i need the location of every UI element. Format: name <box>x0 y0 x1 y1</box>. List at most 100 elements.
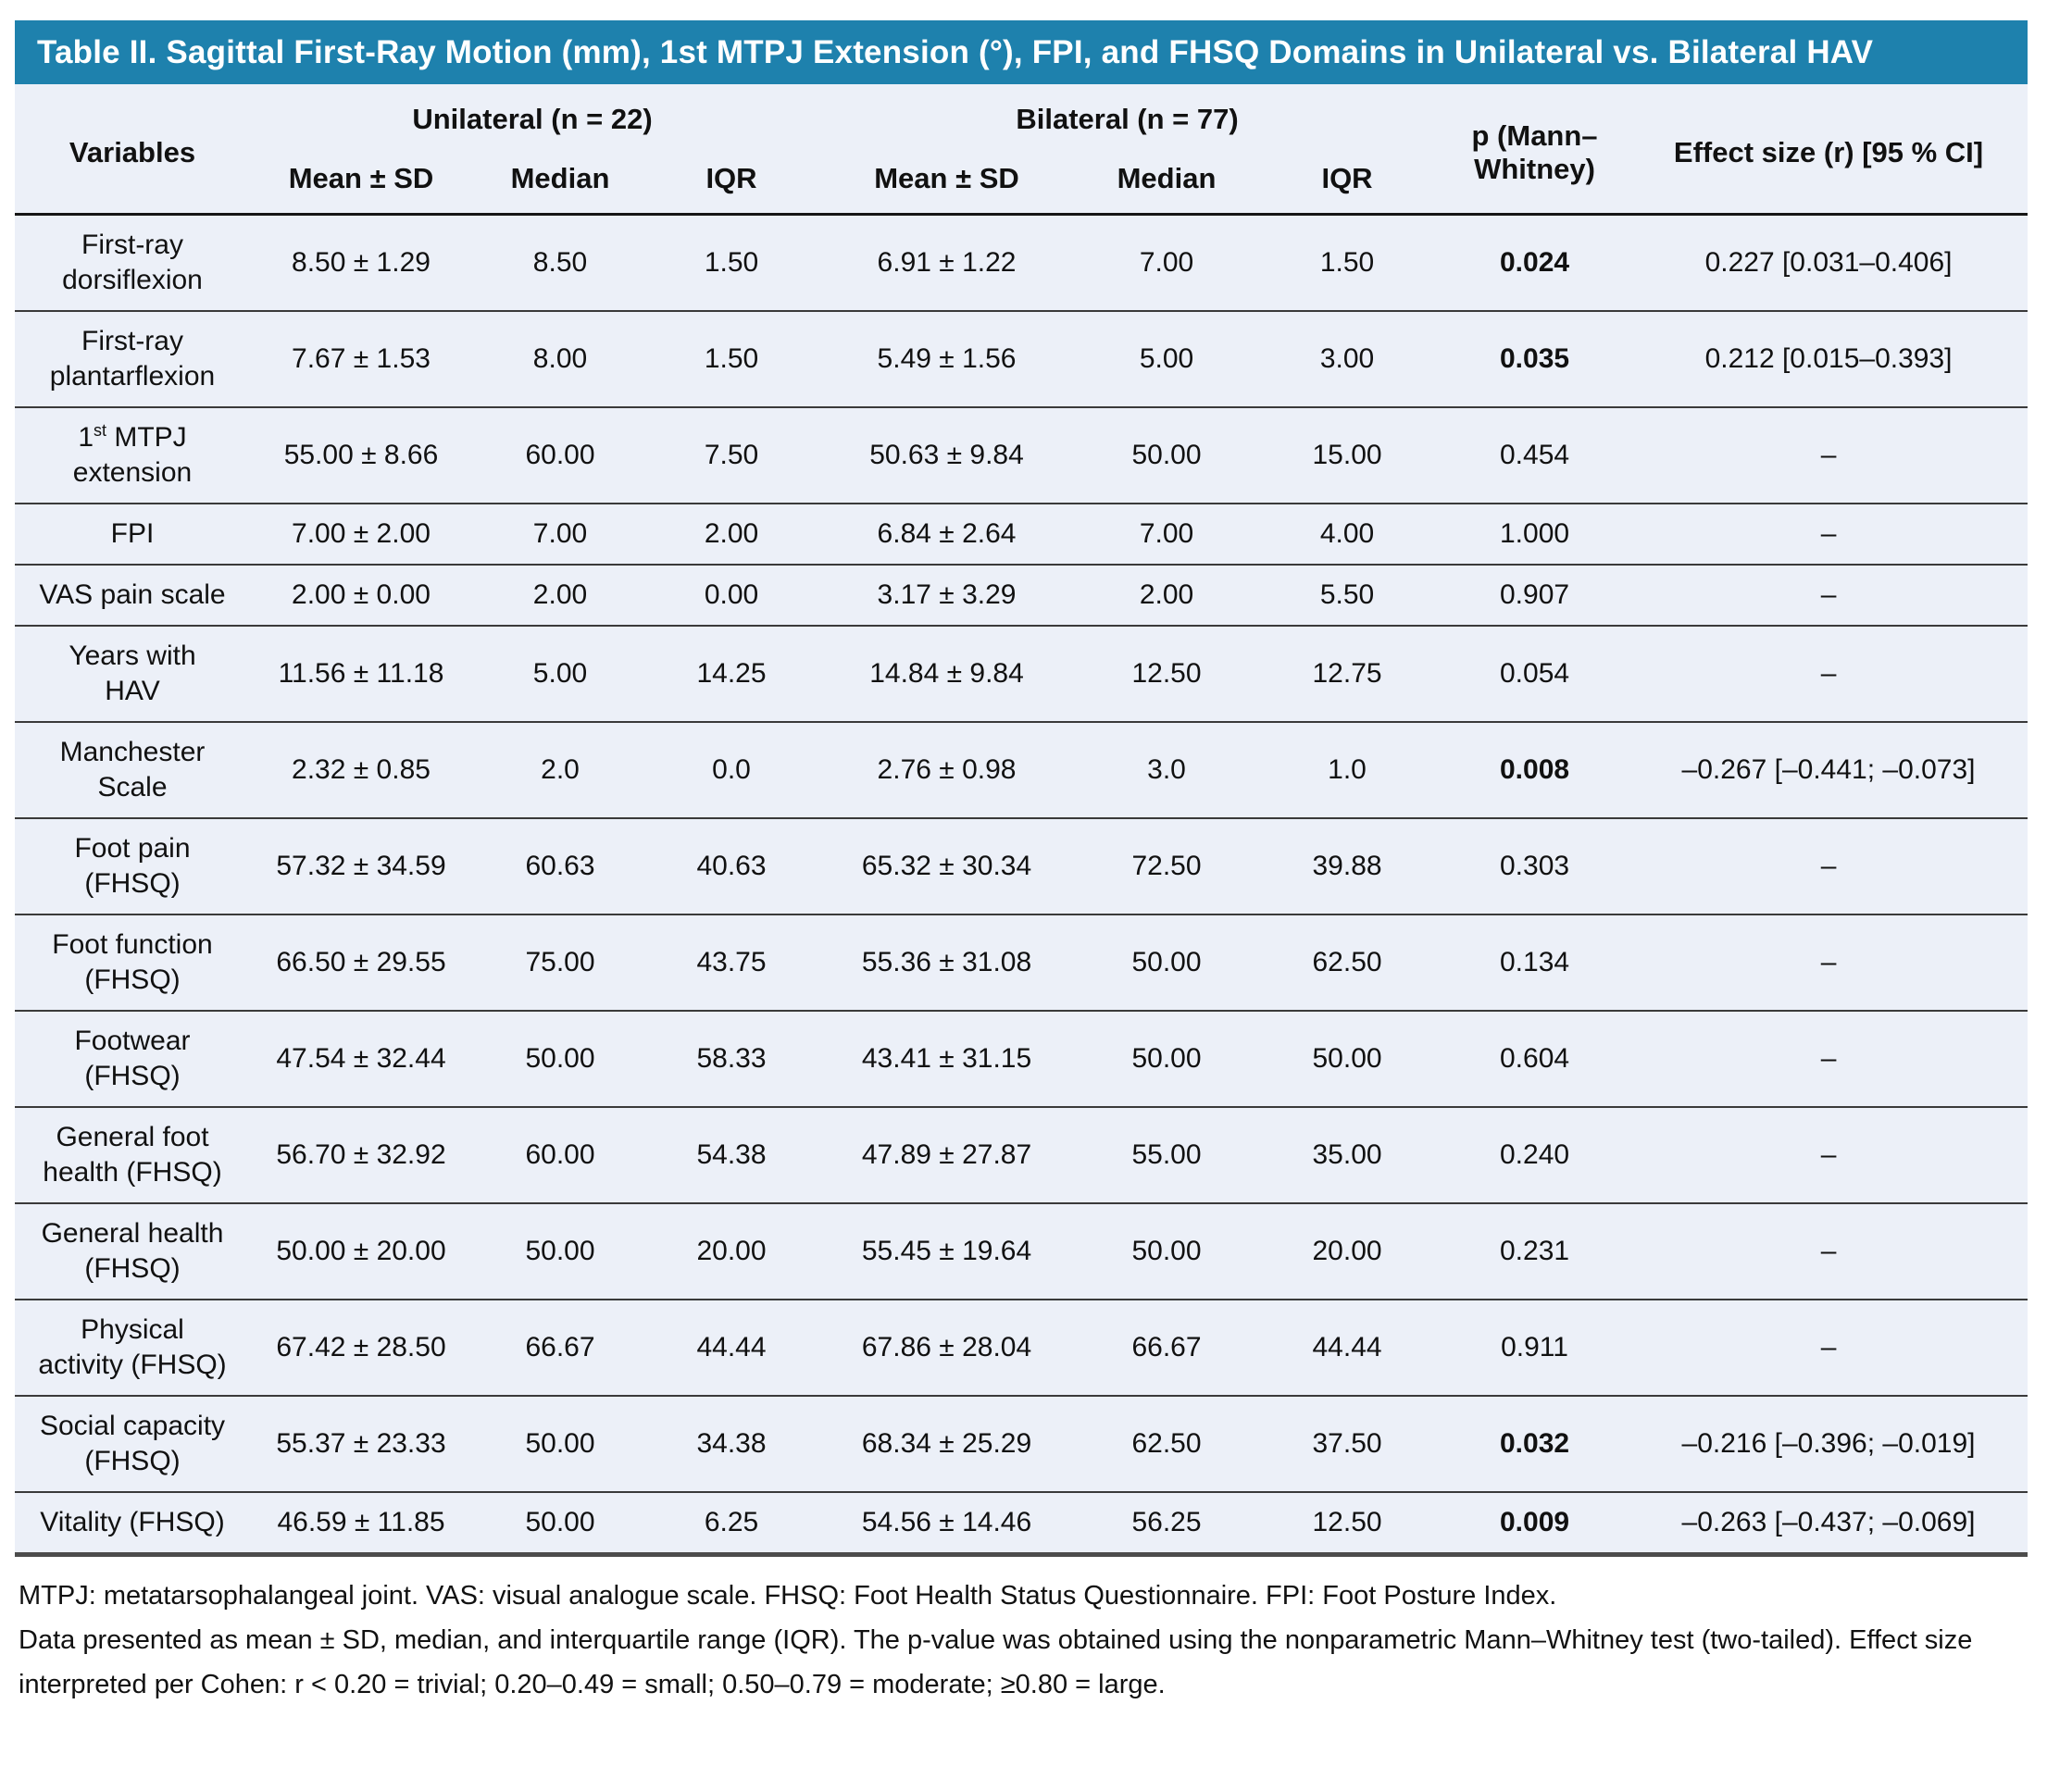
bi-median-cell: 12.50 <box>1079 625 1255 723</box>
uni-mean-sd-cell: 11.56 ± 11.18 <box>250 625 472 723</box>
table-row: Foot function (FHSQ) 66.50 ± 29.55 75.00 43… <box>15 914 2028 1012</box>
p-value-cell: 0.911 <box>1440 1299 1630 1397</box>
bi-median-cell: 62.50 <box>1079 1395 1255 1493</box>
uni-mean-sd-cell: 7.00 ± 2.00 <box>250 503 472 566</box>
bi-iqr-cell: 12.75 <box>1254 625 1441 723</box>
row-label-cell: Foot pain (FHSQ) <box>15 817 250 915</box>
bi-iqr-cell: 44.44 <box>1254 1299 1441 1397</box>
bi-mean-sd-cell: 43.41 ± 31.15 <box>815 1010 1080 1108</box>
bi-mean-sd-cell: 55.45 ± 19.64 <box>815 1202 1080 1300</box>
uni-mean-sd-cell: 7.67 ± 1.53 <box>250 310 472 408</box>
effect-size-cell: – <box>1629 1299 2028 1397</box>
row-label-cell: FPI <box>15 503 250 566</box>
effect-size-cell: – <box>1629 817 2028 915</box>
uni-mean-sd-cell: 55.37 ± 23.33 <box>250 1395 472 1493</box>
uni-median-cell: 5.00 <box>472 625 648 723</box>
effect-size-cell: 0.227 [0.031–0.406] <box>1629 214 2028 312</box>
row-label-cell: Physical activity (FHSQ) <box>15 1299 250 1397</box>
effect-size-cell: – <box>1629 1010 2028 1108</box>
bi-mean-sd-cell: 47.89 ± 27.87 <box>815 1106 1080 1204</box>
effect-size-cell: –0.267 [–0.441; –0.073] <box>1629 721 2028 819</box>
p-value-header: p (Mann–Whitney) <box>1440 84 1630 216</box>
effect-size-cell: –0.263 [–0.437; –0.069] <box>1629 1491 2028 1557</box>
bi-mean-sd-cell: 5.49 ± 1.56 <box>815 310 1080 408</box>
table-footnotes: MTPJ: metatarsophalangeal joint. VAS: vi… <box>15 1574 2028 1707</box>
uni-mean-sd-header: Mean ± SD <box>250 145 472 216</box>
uni-iqr-cell: 7.50 <box>648 406 816 504</box>
uni-median-header: Median <box>472 145 648 216</box>
bi-median-cell: 7.00 <box>1079 214 1255 312</box>
bi-mean-sd-header: Mean ± SD <box>815 145 1080 216</box>
bi-iqr-cell: 35.00 <box>1254 1106 1441 1204</box>
bi-iqr-cell: 3.00 <box>1254 310 1441 408</box>
effect-size-cell: – <box>1629 1106 2028 1204</box>
bi-mean-sd-cell: 65.32 ± 30.34 <box>815 817 1080 915</box>
bi-iqr-cell: 15.00 <box>1254 406 1441 504</box>
uni-iqr-cell: 1.50 <box>648 214 816 312</box>
uni-iqr-cell: 44.44 <box>648 1299 816 1397</box>
uni-iqr-cell: 0.0 <box>648 721 816 819</box>
table-row: Social capacity (FHSQ) 55.37 ± 23.33 50.00… <box>15 1395 2028 1493</box>
bi-median-cell: 50.00 <box>1079 1010 1255 1108</box>
effect-size-cell: – <box>1629 503 2028 566</box>
bi-median-cell: 50.00 <box>1079 1202 1255 1300</box>
table-header: Variables Unilateral (n = 22) Bilateral … <box>15 84 2028 216</box>
p-value-cell: 0.454 <box>1440 406 1630 504</box>
table-row: VAS pain scale 2.00 ± 0.00 2.00 0.00 3.17 ± … <box>15 564 2028 627</box>
table-title-bar: Table II. Sagittal First-Ray Motion (mm)… <box>15 20 2028 84</box>
uni-iqr-cell: 2.00 <box>648 503 816 566</box>
bi-median-cell: 5.00 <box>1079 310 1255 408</box>
uni-median-cell: 60.00 <box>472 1106 648 1204</box>
row-label-cell: First-ray plantarflexion <box>15 310 250 408</box>
bi-mean-sd-cell: 6.91 ± 1.22 <box>815 214 1080 312</box>
uni-mean-sd-cell: 2.32 ± 0.85 <box>250 721 472 819</box>
uni-mean-sd-cell: 57.32 ± 34.59 <box>250 817 472 915</box>
uni-median-cell: 2.0 <box>472 721 648 819</box>
bi-iqr-cell: 4.00 <box>1254 503 1441 566</box>
uni-iqr-cell: 1.50 <box>648 310 816 408</box>
bi-median-cell: 55.00 <box>1079 1106 1255 1204</box>
table-row: 1st MTPJ extension 55.00 ± 8.66 60.00 7.50 5… <box>15 406 2028 504</box>
p-value-cell: 0.008 <box>1440 721 1630 819</box>
uni-median-cell: 66.67 <box>472 1299 648 1397</box>
uni-mean-sd-cell: 67.42 ± 28.50 <box>250 1299 472 1397</box>
bi-mean-sd-cell: 55.36 ± 31.08 <box>815 914 1080 1012</box>
bi-iqr-cell: 50.00 <box>1254 1010 1441 1108</box>
uni-median-cell: 50.00 <box>472 1395 648 1493</box>
uni-iqr-cell: 58.33 <box>648 1010 816 1108</box>
bi-iqr-cell: 1.50 <box>1254 214 1441 312</box>
uni-mean-sd-cell: 46.59 ± 11.85 <box>250 1491 472 1557</box>
effect-size-cell: –0.216 [–0.396; –0.019] <box>1629 1395 2028 1493</box>
uni-iqr-cell: 40.63 <box>648 817 816 915</box>
table-row: First-ray plantarflexion 7.67 ± 1.53 8.00 1… <box>15 310 2028 408</box>
bi-iqr-cell: 39.88 <box>1254 817 1441 915</box>
row-label-cell: Footwear (FHSQ) <box>15 1010 250 1108</box>
uni-iqr-cell: 14.25 <box>648 625 816 723</box>
header-group-row: Variables Unilateral (n = 22) Bilateral … <box>15 84 2028 216</box>
bi-median-cell: 50.00 <box>1079 914 1255 1012</box>
table-row: Footwear (FHSQ) 47.54 ± 32.44 50.00 58.33 43… <box>15 1010 2028 1108</box>
bi-median-cell: 2.00 <box>1079 564 1255 627</box>
uni-median-cell: 7.00 <box>472 503 648 566</box>
uni-iqr-cell: 20.00 <box>648 1202 816 1300</box>
table-row: Physical activity (FHSQ) 67.42 ± 28.50 66.… <box>15 1299 2028 1397</box>
bi-median-cell: 66.67 <box>1079 1299 1255 1397</box>
row-label-cell: Vitality (FHSQ) <box>15 1491 250 1557</box>
bi-mean-sd-cell: 68.34 ± 25.29 <box>815 1395 1080 1493</box>
bi-iqr-cell: 62.50 <box>1254 914 1441 1012</box>
p-value-cell: 0.054 <box>1440 625 1630 723</box>
p-value-cell: 0.907 <box>1440 564 1630 627</box>
table-row: Foot pain (FHSQ) 57.32 ± 34.59 60.63 40.63 6… <box>15 817 2028 915</box>
uni-iqr-cell: 34.38 <box>648 1395 816 1493</box>
uni-median-cell: 50.00 <box>472 1202 648 1300</box>
uni-median-cell: 50.00 <box>472 1010 648 1108</box>
row-label-cell: General foot health (FHSQ) <box>15 1106 250 1204</box>
table-row: FPI 7.00 ± 2.00 7.00 2.00 6.84 ± 2.64 7.00 4.0… <box>15 503 2028 566</box>
row-label-cell: General health (FHSQ) <box>15 1202 250 1300</box>
effect-size-header: Effect size (r) [95 % CI] <box>1629 84 2028 216</box>
p-value-cell: 0.604 <box>1440 1010 1630 1108</box>
uni-median-cell: 75.00 <box>472 914 648 1012</box>
row-label-cell: Manchester Scale <box>15 721 250 819</box>
uni-median-cell: 8.00 <box>472 310 648 408</box>
uni-mean-sd-cell: 55.00 ± 8.66 <box>250 406 472 504</box>
